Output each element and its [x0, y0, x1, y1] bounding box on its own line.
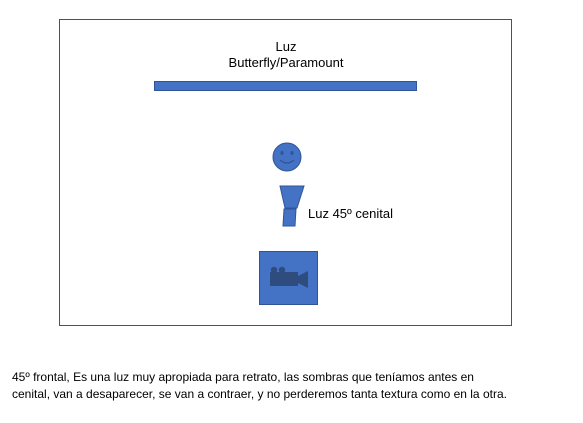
smiley-face-icon: [272, 142, 302, 172]
diagram-frame: [59, 19, 512, 326]
caption-text: 45º frontal, Es una luz muy apropiada pa…: [12, 369, 577, 403]
subject-figure: [272, 142, 305, 227]
light-title-line1: Luz: [275, 39, 297, 54]
side-light-label: Luz 45º cenital: [308, 206, 393, 221]
trapezoid-body-icon: [279, 185, 305, 227]
butterfly-light-label: Luz Butterfly/Paramount: [155, 39, 417, 71]
caption-line1: 45º frontal, Es una luz muy apropiada pa…: [12, 370, 474, 384]
caption-line2: cenital, van a desaparecer, se van a con…: [12, 387, 507, 401]
butterfly-light-bar: [154, 81, 417, 91]
film-camera-icon: [270, 266, 308, 288]
light-title-line2: Butterfly/Paramount: [228, 55, 344, 70]
camera-box: [259, 251, 318, 305]
